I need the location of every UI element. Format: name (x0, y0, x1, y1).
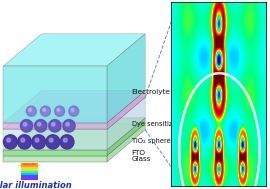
Circle shape (66, 122, 69, 126)
Circle shape (43, 108, 46, 111)
Polygon shape (107, 91, 145, 129)
Text: Electrolyte: Electrolyte (131, 89, 170, 95)
Text: Dye sensitized layer: Dye sensitized layer (131, 121, 199, 126)
Circle shape (52, 122, 55, 126)
Polygon shape (4, 129, 107, 150)
Circle shape (29, 108, 31, 111)
Circle shape (18, 135, 31, 149)
Circle shape (60, 135, 74, 149)
Text: Glass: Glass (131, 156, 151, 162)
Polygon shape (4, 156, 107, 162)
Polygon shape (107, 98, 145, 150)
Text: TiO₂ spheres: TiO₂ spheres (131, 138, 174, 144)
Circle shape (26, 106, 36, 116)
Circle shape (55, 106, 65, 116)
Circle shape (46, 135, 60, 149)
FancyArrow shape (21, 163, 38, 165)
Circle shape (4, 135, 17, 149)
Polygon shape (4, 123, 107, 129)
Polygon shape (4, 91, 145, 123)
FancyArrow shape (16, 163, 42, 166)
FancyArrow shape (21, 171, 38, 173)
Circle shape (21, 138, 25, 142)
Text: FTO: FTO (131, 150, 146, 156)
Polygon shape (4, 124, 145, 156)
Circle shape (7, 138, 11, 142)
Circle shape (35, 120, 47, 132)
Polygon shape (4, 98, 145, 129)
Circle shape (63, 138, 67, 142)
FancyArrow shape (21, 167, 38, 169)
Circle shape (38, 122, 41, 126)
Polygon shape (4, 118, 145, 150)
Polygon shape (4, 150, 107, 156)
Text: Solar illumination: Solar illumination (0, 181, 71, 189)
Polygon shape (4, 66, 107, 123)
Circle shape (69, 106, 79, 116)
Polygon shape (107, 118, 145, 156)
Circle shape (49, 120, 61, 132)
Circle shape (71, 108, 74, 111)
Circle shape (57, 108, 60, 111)
Circle shape (49, 138, 53, 142)
FancyArrow shape (21, 177, 38, 180)
Circle shape (35, 138, 39, 142)
FancyArrow shape (21, 173, 38, 175)
FancyArrow shape (21, 175, 38, 177)
FancyArrow shape (21, 169, 38, 171)
Circle shape (32, 135, 46, 149)
Circle shape (21, 120, 33, 132)
FancyArrow shape (21, 165, 38, 167)
Circle shape (23, 122, 27, 126)
Circle shape (63, 120, 75, 132)
Polygon shape (107, 124, 145, 162)
Circle shape (40, 106, 50, 116)
Polygon shape (107, 34, 145, 123)
Polygon shape (4, 34, 145, 66)
